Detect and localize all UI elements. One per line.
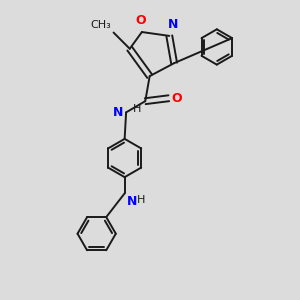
Text: H: H bbox=[133, 104, 141, 114]
Text: N: N bbox=[168, 19, 178, 32]
Text: N: N bbox=[113, 106, 123, 119]
Text: O: O bbox=[172, 92, 182, 105]
Text: O: O bbox=[135, 14, 146, 27]
Text: N: N bbox=[127, 195, 137, 208]
Text: H: H bbox=[137, 195, 146, 205]
Text: CH₃: CH₃ bbox=[90, 20, 111, 30]
